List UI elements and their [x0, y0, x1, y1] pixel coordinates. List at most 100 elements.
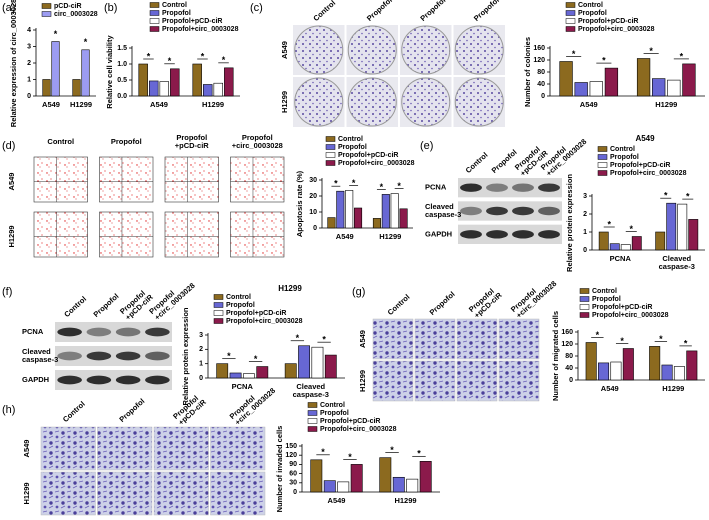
bar: [379, 457, 392, 493]
flow-plot: [164, 156, 219, 203]
y-tick-label: 1: [27, 76, 31, 83]
y-tick-label: 120: [561, 341, 573, 348]
legend-label: Propofol: [578, 10, 607, 17]
bar: [324, 354, 337, 379]
blot-band: [486, 230, 508, 239]
micrograph: [97, 426, 153, 471]
bar: [256, 366, 269, 379]
legend-label: Control: [338, 136, 363, 143]
micrograph: [414, 318, 456, 360]
y-tick-label: 1: [199, 361, 203, 368]
micrograph: [498, 318, 540, 360]
row-label: PCNA: [22, 327, 44, 336]
legend-label: Propofol+pCD-ciR: [338, 152, 398, 159]
legend-swatch: [149, 18, 160, 24]
bar: [636, 58, 651, 97]
legend-swatch: [149, 26, 160, 32]
column-label: Propofol+pCD-ciR: [118, 286, 155, 322]
micrograph: [456, 360, 498, 402]
y-tick-label: 160: [533, 45, 545, 52]
y-tick-label: 120: [533, 57, 545, 64]
legend-label: Propofol+pCD-ciR: [162, 18, 222, 25]
significance-mark: *: [602, 55, 606, 65]
bar: [419, 461, 432, 493]
significance-mark: *: [168, 56, 172, 66]
blot-band: [145, 327, 170, 337]
bar: [604, 67, 619, 97]
x-tick-label: H1299: [662, 384, 684, 393]
blot-band: [145, 351, 170, 361]
legend-label: Propofol+circ_0003028: [226, 318, 303, 325]
significance-mark: *: [321, 447, 325, 457]
column-label: Control: [61, 399, 87, 424]
bar: [159, 81, 169, 97]
x-tick-label: Cleaved caspase-3: [659, 254, 695, 271]
x-tick-label: H1299: [70, 100, 92, 109]
row-label: GAPDH: [22, 375, 49, 384]
column-label: Propofol+pCD-ciR: [171, 391, 208, 427]
bar: [682, 63, 696, 97]
x-tick-label: H1299: [655, 100, 677, 109]
panel-label: (c): [250, 2, 263, 14]
blot-strip: [55, 370, 172, 390]
legend-label: Propofol+circ_0003028: [320, 426, 397, 433]
plate: [401, 77, 451, 127]
significance-mark: *: [572, 49, 576, 59]
column-label: Control: [47, 137, 74, 146]
significance-mark: *: [84, 37, 88, 47]
bar: [203, 84, 213, 97]
legend-label: Propofol+pCD-ciR: [578, 18, 638, 25]
y-tick-label: 0: [541, 93, 545, 100]
micrograph: [97, 471, 153, 516]
legend-swatch: [325, 144, 336, 150]
legend-swatch: [579, 288, 590, 294]
significance-mark: *: [630, 224, 634, 234]
significance-mark: *: [664, 191, 668, 201]
y-axis-label: Apoptosis rate (%): [295, 170, 304, 237]
significance-mark: *: [254, 354, 258, 364]
bar: [213, 82, 223, 97]
legend-swatch: [213, 318, 224, 324]
y-axis-label: Number of invaded cells: [275, 426, 284, 513]
panel-label: (f): [2, 286, 12, 298]
significance-mark: *: [348, 452, 352, 462]
plate: [454, 25, 504, 75]
legend-label: Control: [592, 288, 617, 295]
bar: [42, 79, 51, 97]
x-tick-label: A549: [150, 100, 168, 109]
blot-band: [486, 206, 508, 216]
significance-mark: *: [607, 219, 611, 229]
legend-label: Propofol: [338, 144, 367, 151]
y-axis-label: Relative expression of circ_0003028: [9, 0, 18, 127]
legend-label: Propofol: [226, 302, 255, 309]
blot-strip: [55, 346, 172, 366]
y-tick-label: 90: [289, 461, 297, 468]
legend-swatch: [579, 312, 590, 318]
x-tick-label: H1299: [202, 100, 224, 109]
bar: [667, 79, 681, 97]
column-label: Propofol+pCD-ciR: [418, 0, 473, 23]
significance-mark: *: [380, 182, 384, 192]
bar: [81, 49, 90, 97]
bar: [229, 372, 242, 379]
blot-band: [115, 375, 141, 385]
legend-label: Control: [320, 402, 345, 409]
bar: [585, 342, 597, 381]
blot-band: [512, 230, 534, 239]
significance-mark: *: [201, 51, 205, 61]
legend-swatch: [565, 18, 576, 24]
legend-label: Control: [226, 294, 251, 301]
micrograph: [210, 426, 266, 471]
y-axis-label: Relative protein expression: [565, 174, 574, 272]
bar: [686, 350, 698, 381]
blot-band: [115, 351, 141, 361]
plate: [401, 25, 451, 75]
significance-mark: *: [397, 181, 401, 191]
significance-mark: *: [227, 351, 231, 361]
x-tick-label: A549: [580, 100, 598, 109]
bar: [381, 194, 390, 229]
legend-swatch: [597, 170, 608, 176]
bar: [284, 363, 297, 379]
y-tick-label: 0: [199, 375, 203, 382]
bar: [170, 68, 180, 97]
